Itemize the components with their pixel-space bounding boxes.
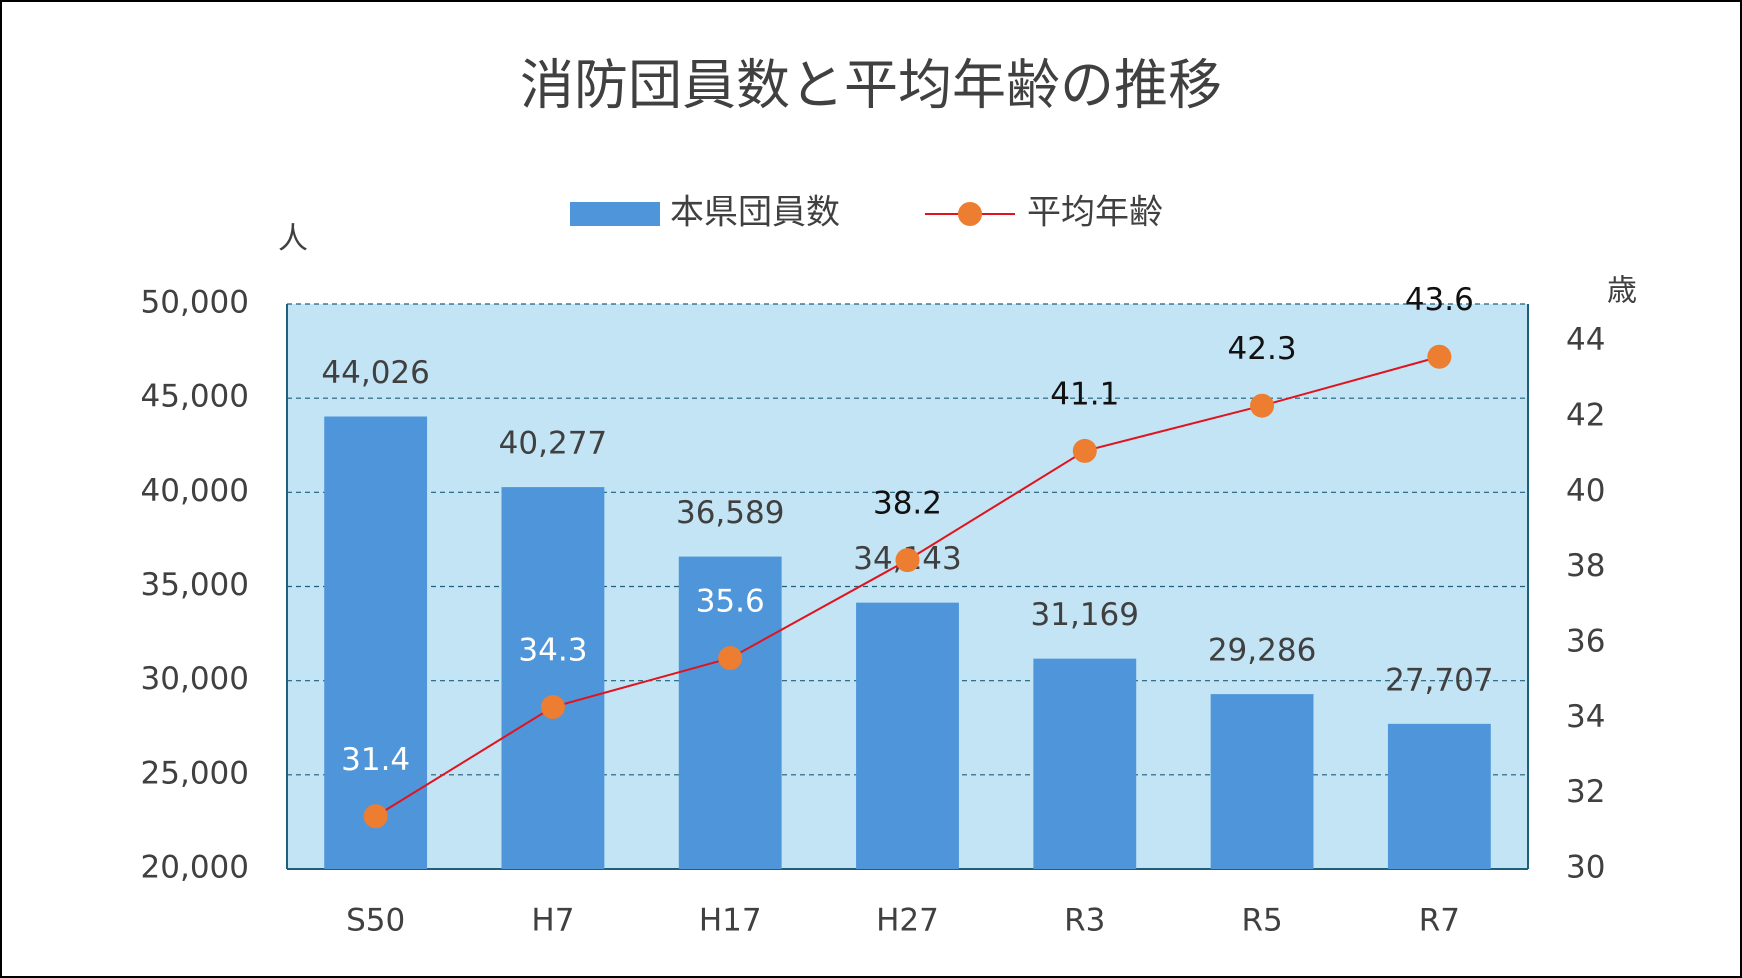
- bar: [1210, 694, 1314, 869]
- legend-label: 本県団員数: [670, 193, 840, 233]
- y2-tick-label: 44: [1566, 322, 1605, 358]
- bar: [1033, 658, 1137, 869]
- bar: [501, 487, 605, 869]
- line-marker: [540, 695, 565, 720]
- line-marker: [363, 804, 388, 829]
- x-tick-label: S50: [346, 903, 405, 939]
- bar-value-label: 29,286: [1208, 633, 1316, 669]
- bar: [1387, 723, 1491, 869]
- bar: [324, 416, 428, 869]
- y2-tick-label: 32: [1566, 774, 1605, 810]
- y2-axis-label: 歳: [1607, 274, 1637, 309]
- legend-swatch: [570, 202, 660, 226]
- y2-tick-label: 42: [1566, 398, 1605, 434]
- x-tick-label: H27: [876, 903, 939, 939]
- x-tick-label: H7: [531, 903, 574, 939]
- bar-value-label: 40,277: [499, 426, 607, 462]
- line-value-label: 34.3: [518, 633, 587, 669]
- line-marker: [1072, 438, 1097, 463]
- x-tick-label: R3: [1064, 903, 1105, 939]
- y-tick-label: 20,000: [141, 850, 249, 886]
- bar-value-label: 44,026: [321, 355, 429, 391]
- y2-tick-label: 38: [1566, 548, 1605, 584]
- y-tick-label: 50,000: [141, 285, 249, 321]
- legend-marker: [958, 202, 982, 226]
- line-value-label: 31.4: [341, 742, 410, 778]
- x-tick-label: H17: [699, 903, 762, 939]
- bar-value-label: 31,169: [1031, 597, 1139, 633]
- y-tick-label: 40,000: [141, 473, 249, 509]
- y-tick-label: 35,000: [141, 567, 249, 603]
- y-axis-label: 人: [278, 222, 308, 257]
- y2-tick-label: 34: [1566, 699, 1605, 735]
- legend-label: 平均年齢: [1027, 193, 1163, 233]
- line-value-label: 42.3: [1228, 331, 1297, 367]
- line-value-label: 43.6: [1405, 282, 1474, 318]
- y-tick-label: 25,000: [141, 755, 249, 791]
- line-marker: [1250, 393, 1275, 418]
- bar-value-label: 27,707: [1385, 662, 1493, 698]
- chart-title: 消防団員数と平均年齢の推移: [520, 54, 1222, 117]
- y-tick-label: 30,000: [141, 661, 249, 697]
- bar: [678, 556, 782, 869]
- line-value-label: 41.1: [1050, 376, 1119, 412]
- line-marker: [1427, 344, 1452, 369]
- line-marker: [718, 646, 743, 671]
- y2-tick-label: 30: [1566, 850, 1605, 886]
- x-tick-label: R7: [1419, 903, 1460, 939]
- bar: [856, 602, 959, 869]
- bar-value-label: 36,589: [676, 495, 784, 531]
- x-tick-label: R5: [1241, 903, 1282, 939]
- y2-tick-label: 36: [1566, 624, 1605, 660]
- line-value-label: 35.6: [696, 584, 765, 620]
- y2-tick-label: 40: [1566, 473, 1605, 509]
- line-value-label: 38.2: [873, 486, 942, 522]
- y-tick-label: 45,000: [141, 379, 249, 415]
- line-marker: [895, 548, 920, 573]
